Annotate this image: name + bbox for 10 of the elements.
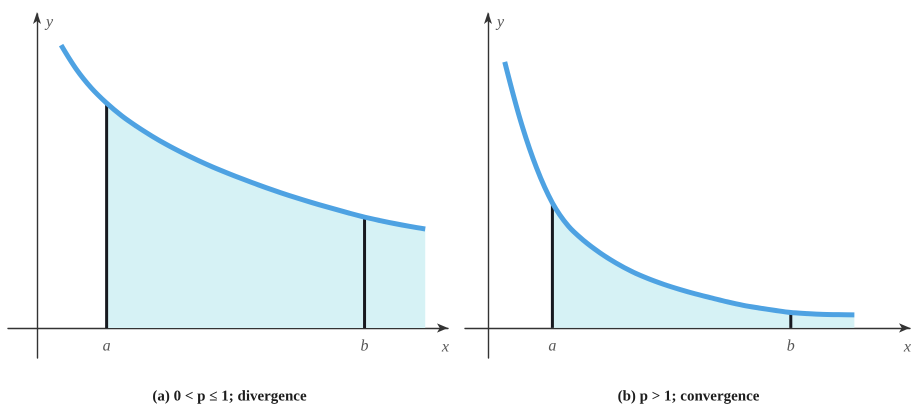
x-axis-title: x — [902, 338, 911, 356]
x-tick-label: a — [102, 338, 111, 354]
x-axis-title: x — [440, 338, 449, 356]
x-tick-label: b — [360, 338, 369, 354]
y-axis-title: y — [44, 14, 54, 30]
x-tick-label: a — [548, 338, 556, 354]
x-tick-label: b — [786, 338, 795, 354]
text: (a) 0 < p ≤ 1; divergence — [152, 388, 307, 404]
text: (b) p > 1; convergence — [618, 388, 760, 404]
y-axis-title: y — [495, 14, 505, 30]
